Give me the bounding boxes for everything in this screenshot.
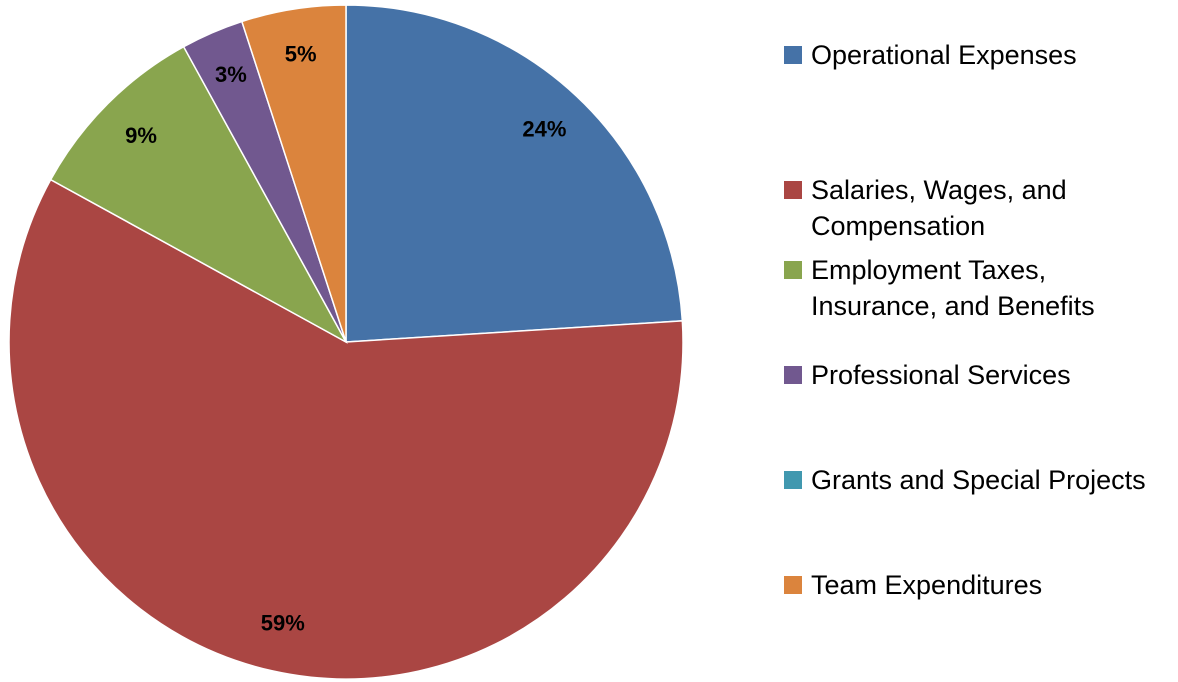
legend-swatch bbox=[784, 576, 802, 594]
legend-label: Salaries, Wages, and Compensation bbox=[811, 175, 1067, 241]
data-label: 24% bbox=[522, 117, 566, 142]
legend-label: Operational Expenses bbox=[811, 40, 1077, 70]
pie-slice bbox=[240, 4, 347, 343]
data-label: 59% bbox=[261, 611, 305, 636]
data-label: 5% bbox=[285, 42, 317, 67]
pie-slice bbox=[8, 178, 684, 680]
pie-area: 24% 59% 9% 3% 5% bbox=[8, 4, 684, 680]
legend-entry: Salaries, Wages, and Compensation bbox=[784, 172, 1174, 244]
legend-swatch bbox=[784, 261, 802, 279]
legend-label: Team Expenditures bbox=[811, 570, 1043, 600]
legend-entry: Professional Services bbox=[784, 357, 1174, 393]
legend-label: Grants and Special Projects bbox=[811, 465, 1146, 495]
legend-entry: Operational Expenses bbox=[784, 37, 1174, 73]
legend-swatch bbox=[784, 46, 802, 64]
legend-label: Professional Services bbox=[811, 360, 1071, 390]
legend-entry: Employment Taxes, Insurance, and Benefit… bbox=[784, 252, 1174, 324]
pie-slice bbox=[49, 45, 348, 344]
data-label: 3% bbox=[215, 62, 247, 87]
legend-entry: Grants and Special Projects bbox=[784, 462, 1174, 498]
legend-swatch bbox=[784, 471, 802, 489]
legend-entry: Team Expenditures bbox=[784, 567, 1174, 603]
pie-slice bbox=[345, 4, 684, 343]
data-label: 9% bbox=[125, 123, 157, 148]
legend-swatch bbox=[784, 181, 802, 199]
legend-swatch bbox=[784, 366, 802, 384]
legend-label: Employment Taxes, Insurance, and Benefit… bbox=[811, 255, 1095, 321]
